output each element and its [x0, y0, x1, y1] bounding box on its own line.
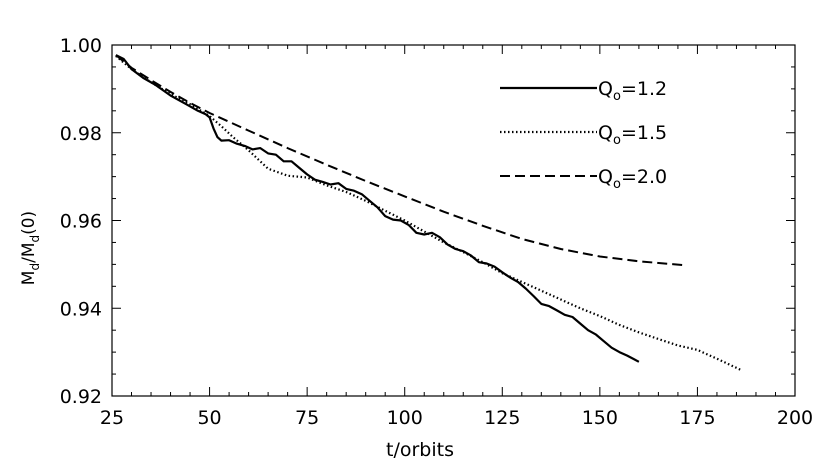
x-tick-label: 150: [582, 407, 618, 429]
axis-labels: t/orbits Md/Md(0): [19, 211, 454, 461]
y-label-base: M: [19, 271, 39, 286]
x-tick-label: 200: [777, 407, 813, 429]
y-axis-label: Md/Md(0): [19, 211, 42, 285]
y-tick-label: 0.96: [60, 211, 102, 233]
y-tick-label: 0.94: [60, 298, 102, 320]
series-line-dotted: [115, 55, 741, 371]
y-label-sub2: d: [28, 235, 42, 243]
x-axis-label: t/orbits: [386, 439, 454, 461]
legend-label: Qo=1.5: [598, 122, 667, 148]
plot-frame: [111, 44, 796, 397]
series-line-dashed: [115, 54, 686, 267]
legend-label: Qo=2.0: [598, 166, 667, 192]
y-tick-label: 1.00: [60, 35, 102, 57]
legend: Qo=1.2 Qo=1.5 Qo=2.0: [500, 78, 667, 192]
legend-label: Qo=1.2: [598, 78, 667, 104]
x-tick-label: 125: [484, 407, 520, 429]
x-tick-label: 75: [295, 407, 319, 429]
y-tick-label: 0.92: [60, 386, 102, 408]
y-label-sub: d: [28, 263, 42, 271]
series-line-solid: [115, 54, 640, 363]
series-lines: [115, 54, 741, 371]
y-tick-label: 0.98: [60, 123, 102, 145]
axis-ticks: 25 50 75 100 125 150 175 200 0.92 0.94 0.96 0.98 1.0…: [60, 35, 813, 429]
x-tick-label: 50: [197, 407, 221, 429]
plot-area-border: [111, 44, 796, 397]
x-tick-label: 25: [100, 407, 124, 429]
y-label-tail: (0): [19, 211, 39, 235]
x-tick-label: 175: [679, 407, 715, 429]
y-label-mid: /M: [19, 243, 39, 263]
x-tick-label: 100: [387, 407, 423, 429]
